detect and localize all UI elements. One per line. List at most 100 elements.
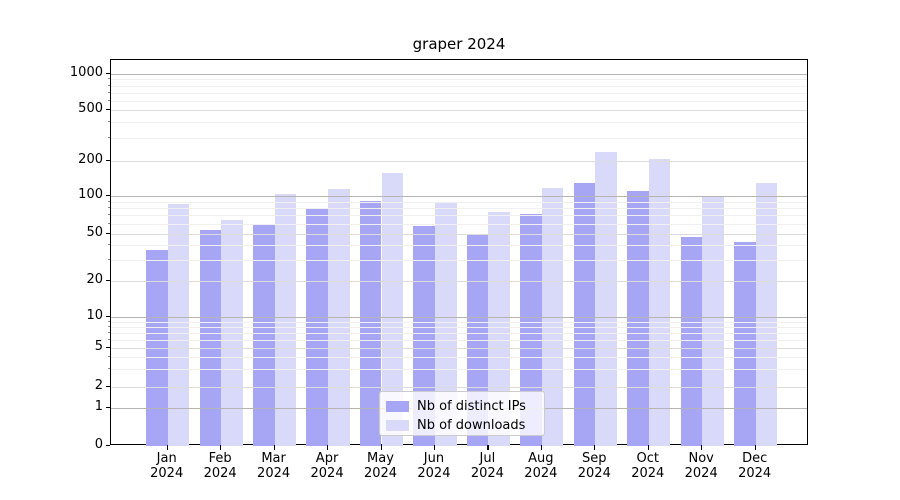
bar-distinct-ips-aug: [520, 213, 542, 446]
y-tick-label-10: 10: [86, 308, 103, 323]
y-tick-label-2: 2: [94, 377, 103, 393]
bar-downloads-mar: [274, 194, 297, 446]
x-tick-label-feb: Feb 2024: [203, 451, 237, 481]
x-tick-label-nov: Nov 2024: [684, 451, 718, 481]
y-tick-mark-1: [105, 407, 110, 409]
gridline-minor-600: [111, 100, 807, 102]
x-tick-label-jan: Jan 2024: [150, 451, 184, 481]
y-tick-mark-10: [105, 316, 110, 318]
bar-downloads-nov: [702, 196, 724, 446]
x-tick-mark-dec: [754, 445, 756, 450]
legend: Nb of distinct IPs Nb of downloads: [379, 391, 545, 436]
x-tick-label-jul: Jul 2024: [470, 451, 504, 481]
bar-downloads-may: [381, 172, 404, 446]
x-tick-mark-jul: [487, 445, 489, 450]
y-tick-label-1000: 1000: [69, 65, 103, 80]
x-tick-mark-mar: [273, 445, 275, 450]
legend-item-downloads: Nb of downloads: [386, 416, 544, 434]
gridline-1000: [111, 74, 807, 75]
x-tick-label-may: May 2024: [363, 451, 398, 481]
gridline-minor-700: [111, 92, 807, 94]
y-tick-label-1: 1: [94, 399, 103, 414]
gridline-minor-9: [111, 321, 807, 323]
bar-distinct-ips-oct: [627, 191, 649, 446]
gridline-minor-800: [111, 85, 807, 87]
y-tick-mark-1000: [105, 73, 110, 75]
x-tick-label-mar: Mar 2024: [257, 451, 291, 481]
gridline-minor-90: [111, 201, 807, 203]
bar-distinct-ips-feb: [199, 230, 222, 446]
y-minor-tick-40: [107, 243, 110, 245]
y-minor-tick-60: [107, 222, 110, 224]
bar-downloads-jul: [488, 212, 510, 446]
gridline-minor-6: [111, 339, 807, 341]
y-tick-mark-500: [105, 109, 110, 111]
x-tick-label-dec: Dec 2024: [738, 451, 772, 481]
bar-downloads-sep: [595, 151, 617, 446]
gridline-minor-80: [111, 208, 807, 210]
gridline-2: [111, 386, 807, 388]
y-minor-tick-600: [107, 99, 110, 101]
x-tick-label-apr: Apr 2024: [310, 451, 344, 481]
gridline-minor-70: [111, 215, 807, 217]
y-minor-tick-700: [107, 91, 110, 93]
y-tick-label-100: 100: [78, 187, 103, 202]
y-minor-tick-80: [107, 207, 110, 209]
x-tick-mark-apr: [327, 445, 329, 450]
gridline-minor-300: [111, 138, 807, 140]
bar-distinct-ips-dec: [734, 242, 756, 446]
gridline-5: [111, 348, 807, 349]
x-tick-mark-feb: [220, 445, 222, 450]
x-tick-mark-may: [380, 445, 382, 450]
legend-label-distinct-ips: Nb of distinct IPs: [417, 398, 526, 414]
y-tick-label-5: 5: [94, 339, 103, 354]
bar-downloads-jan: [167, 204, 190, 446]
x-tick-mark-nov: [701, 445, 703, 450]
y-minor-tick-7: [107, 331, 110, 333]
gridline-50: [111, 233, 807, 235]
x-tick-mark-jun: [433, 445, 436, 450]
bar-distinct-ips-nov: [680, 236, 703, 446]
y-minor-tick-6: [107, 338, 110, 340]
x-tick-label-sep: Sep 2024: [577, 451, 611, 481]
gridline-500: [111, 110, 807, 111]
y-tick-label-50: 50: [86, 224, 103, 240]
y-minor-tick-90: [107, 200, 110, 202]
gridline-200: [111, 160, 807, 162]
gridline-minor-400: [111, 122, 807, 124]
bar-downloads-dec: [755, 182, 778, 446]
gridline-minor-60: [111, 223, 807, 225]
y-minor-tick-400: [107, 121, 110, 123]
bar-downloads-oct: [648, 158, 671, 446]
bar-distinct-ips-may: [359, 200, 382, 446]
gridline-100: [111, 196, 807, 197]
gridline-minor-4: [111, 357, 807, 359]
gridline-10: [111, 317, 807, 318]
x-tick-label-jun: Jun 2024: [417, 451, 451, 481]
x-tick-mark-oct: [647, 445, 649, 450]
y-tick-label-0: 0: [94, 437, 103, 452]
gridline-minor-40: [111, 244, 807, 246]
gridline-minor-7: [111, 332, 807, 334]
y-tick-mark-20: [105, 279, 110, 281]
x-tick-label-aug: Aug 2024: [524, 451, 558, 481]
legend-swatch-distinct-ips: [386, 400, 409, 412]
y-minor-tick-9: [107, 320, 110, 322]
y-minor-tick-300: [107, 137, 110, 139]
gridline-minor-8: [111, 326, 807, 328]
y-minor-tick-3: [107, 368, 110, 370]
gridline-minor-900: [111, 79, 807, 81]
legend-item-distinct-ips: Nb of distinct IPs: [386, 397, 544, 415]
y-tick-mark-200: [105, 159, 110, 161]
y-minor-tick-800: [107, 84, 110, 86]
x-tick-mark-jan: [166, 445, 168, 450]
gridline-minor-30: [111, 259, 807, 261]
plot-area: [110, 59, 808, 446]
bar-downloads-jun: [434, 202, 457, 446]
y-minor-tick-900: [107, 78, 110, 80]
y-minor-tick-4: [107, 356, 110, 358]
y-tick-mark-2: [105, 385, 110, 387]
